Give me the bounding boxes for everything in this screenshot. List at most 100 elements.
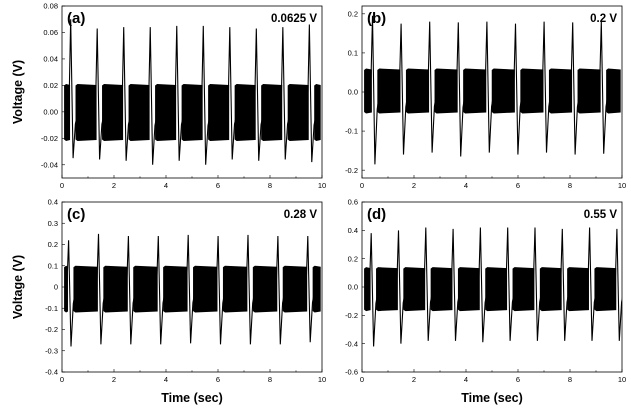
y-tick-label: 0.0 — [348, 283, 358, 292]
signal-spike — [559, 228, 571, 341]
signal-spike — [368, 233, 379, 347]
x-tick-label: 4 — [164, 375, 168, 384]
signal-band-segment — [163, 265, 188, 313]
signal-spike — [147, 27, 158, 165]
voltage-annotation: 0.0625 V — [271, 13, 317, 25]
signal-band-segment — [75, 84, 97, 141]
signal-band-segment — [512, 267, 535, 312]
signal-band-segment — [314, 84, 321, 141]
signal-band-segment — [567, 267, 589, 312]
y-tick-label: 0.2 — [348, 9, 358, 18]
signal-band-segment — [377, 68, 401, 114]
signal-spike — [200, 25, 212, 165]
y-tick-label: 0.0 — [348, 88, 358, 97]
y-tick-label: 0.08 — [43, 2, 58, 11]
signal-band-segment — [577, 68, 601, 114]
signal-spike — [253, 28, 265, 161]
y-tick-label: 0.1 — [348, 49, 358, 58]
signal-spike — [121, 27, 132, 161]
signal-band-segment — [376, 267, 398, 312]
y-tick-label: 0.04 — [43, 55, 58, 64]
x-tick-label: 4 — [464, 181, 468, 190]
y-tick-label: -0.6 — [345, 368, 358, 377]
y-tick-label: -0.2 — [45, 325, 58, 334]
signal-spike — [570, 22, 581, 155]
x-tick-label: 0 — [360, 181, 364, 190]
signal-spike — [280, 27, 291, 160]
voltage-annotation: 0.2 V — [590, 13, 617, 25]
signal-spike — [587, 227, 598, 341]
y-tick-label: -0.4 — [345, 339, 358, 348]
signal-spike — [215, 235, 226, 345]
x-tick-label: 8 — [568, 181, 572, 190]
signal-spike — [505, 227, 516, 341]
signal-spike — [532, 227, 543, 341]
signal-band-segment — [405, 68, 430, 114]
y-tick-label: 0.00 — [43, 107, 58, 116]
signal-spike — [155, 235, 167, 345]
signal-band-segment — [193, 265, 218, 313]
signal-band-segment — [364, 267, 371, 312]
signal-spike — [513, 23, 524, 155]
panel-a: 0 2 4 6 8 10 -0.04 -0.02 0.00 0.02 0.04 0.06 0.08 (a… — [11, 2, 326, 190]
signal-spike — [227, 27, 238, 160]
signal-band-segment — [102, 84, 124, 141]
panel-b: 0 2 4 6 8 10 -0.2 -0.1 0.0 0.1 0.2 (b) 0.2 V — [345, 5, 626, 190]
x-tick-label: 0 — [60, 181, 64, 190]
x-tick-label: 4 — [164, 181, 168, 190]
x-tick-label: 2 — [112, 181, 116, 190]
panel-label: (b) — [367, 10, 386, 27]
signal-band-segment — [520, 68, 544, 114]
x-tick-label: 6 — [516, 375, 520, 384]
x-tick-label: 6 — [516, 181, 520, 190]
y-tick-label: -0.04 — [41, 160, 58, 169]
signal-spike — [396, 230, 407, 344]
x-tick-label: 10 — [618, 375, 626, 384]
signal-spike — [450, 228, 461, 341]
y-axis-title: Voltage (V) — [11, 60, 25, 124]
signal-spike — [427, 21, 438, 153]
signal-band-segment — [364, 68, 372, 114]
signal-band-segment — [606, 68, 621, 114]
y-tick-label: -0.02 — [41, 134, 58, 143]
signal-band-segment — [64, 84, 71, 141]
y-tick-label: -0.1 — [345, 127, 358, 136]
panel-label: (d) — [367, 206, 386, 223]
signal-spike — [245, 234, 256, 345]
y-tick-label: -0.3 — [45, 346, 58, 355]
signal-band-segment — [485, 267, 508, 312]
signal-spike — [275, 235, 286, 345]
signal-band-segment — [430, 267, 453, 312]
signal-spike — [94, 28, 105, 160]
y-tick-label: 0.2 — [48, 240, 58, 249]
signal-spike — [174, 25, 185, 161]
signal-spike — [185, 234, 196, 344]
x-tick-label: 10 — [318, 181, 326, 190]
signal-band-segment — [252, 265, 278, 313]
signal-band-segment — [539, 267, 562, 312]
x-tick-label: 8 — [568, 375, 572, 384]
x-tick-label: 0 — [60, 375, 64, 384]
signal-spike — [541, 21, 552, 153]
signal-band-segment — [434, 68, 458, 114]
signal-band-segment — [128, 84, 150, 141]
signal-band-segment — [222, 265, 248, 313]
x-tick-label: 4 — [464, 375, 468, 384]
y-axis-title: Voltage (V) — [11, 255, 25, 319]
signal-band-segment — [181, 84, 203, 141]
y-tick-label: 0.1 — [48, 261, 58, 270]
panel-label: (a) — [67, 10, 85, 27]
signal-band-segment — [594, 267, 617, 312]
signal-band-segment — [155, 84, 177, 141]
x-tick-label: 8 — [268, 181, 272, 190]
signal-band-segment — [208, 84, 230, 141]
signal-spike — [484, 21, 495, 153]
y-tick-label: -0.2 — [345, 166, 358, 175]
x-tick-label: 2 — [412, 181, 416, 190]
y-tick-label: 0.02 — [43, 81, 58, 90]
x-tick-label: 10 — [618, 181, 626, 190]
x-tick-label: 8 — [268, 375, 272, 384]
signal-spike — [307, 24, 318, 163]
signal-band-segment — [457, 267, 480, 312]
